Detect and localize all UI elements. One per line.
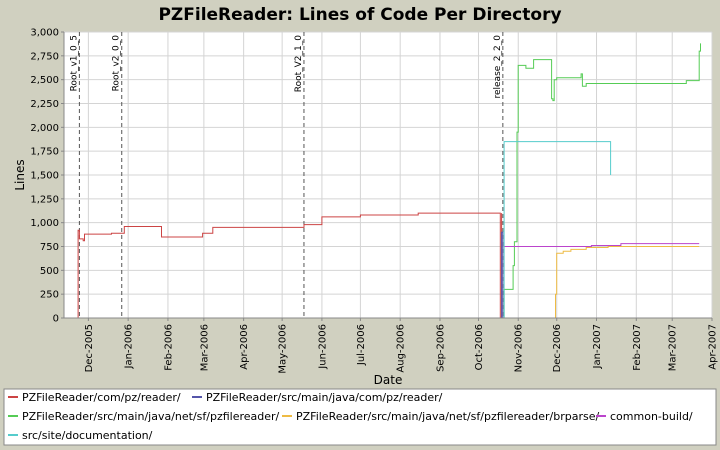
- event-marker-label: Root_v1_0_5: [69, 35, 79, 91]
- legend: PZFileReader/com/pz/reader/PZFileReader/…: [8, 391, 693, 442]
- y-tick-label: 1,000: [30, 218, 59, 229]
- x-tick-label: Aug-2006: [396, 324, 407, 373]
- y-tick-label: 1,250: [30, 194, 59, 205]
- y-tick-label: 2,000: [30, 123, 59, 134]
- y-tick-label: 1,500: [30, 171, 59, 182]
- gridlines: [64, 31, 713, 319]
- x-tick-label: Oct-2006: [474, 324, 485, 370]
- legend-label: PZFileReader/com/pz/reader/: [22, 391, 181, 404]
- x-tick-label: Feb-2006: [163, 324, 174, 371]
- series-line-1: [77, 212, 503, 319]
- legend-label: common-build/: [610, 410, 693, 423]
- y-tick-label: 3,000: [30, 28, 59, 39]
- y-tick-label: 1,750: [30, 147, 59, 158]
- series-line-4: [555, 246, 700, 318]
- x-tick-label: Apr-2007: [708, 324, 719, 370]
- y-tick-label: 250: [40, 290, 59, 301]
- y-tick-label: 2,750: [30, 51, 59, 62]
- y-axis-ticks: 0 250 500 750 1,000 1,250 1,500 1,750 2,000 2,250…: [30, 28, 64, 325]
- x-tick-label: Jul-2006: [356, 324, 367, 366]
- y-axis-label: Lines: [13, 159, 27, 190]
- event-marker-label: Root_v2_0_0: [112, 35, 122, 92]
- event-marker-label: Root_V2_1_0: [294, 35, 304, 92]
- y-tick-label: 0: [53, 314, 59, 325]
- y-tick-label: 2,250: [30, 99, 59, 110]
- series-line-2: [501, 231, 504, 318]
- x-tick-label: May-2006: [278, 324, 289, 374]
- y-tick-label: 750: [40, 242, 59, 253]
- legend-label: PZFileReader/src/main/java/net/sf/pzfile…: [296, 410, 600, 423]
- x-tick-label: Jun-2006: [317, 324, 328, 370]
- series-line-6: [503, 141, 612, 318]
- x-tick-label: Mar-2006: [199, 324, 210, 371]
- x-tick-label: Nov-2006: [514, 324, 525, 372]
- x-tick-label: Jan-2007: [592, 324, 603, 369]
- x-tick-label: Dec-2005: [84, 324, 95, 372]
- series-line-3: [503, 43, 701, 318]
- y-tick-label: 500: [40, 266, 59, 277]
- y-tick-label: 2,500: [30, 75, 59, 86]
- event-marker-label: release_2_2_0: [493, 35, 503, 99]
- x-tick-label: Apr-2006: [239, 324, 250, 370]
- series-lines: [77, 43, 701, 319]
- x-axis-label: Date: [374, 373, 403, 387]
- x-tick-label: Jan-2006: [124, 324, 135, 369]
- x-tick-label: Mar-2007: [668, 324, 679, 371]
- legend-label: PZFileReader/src/main/java/com/pz/reader…: [206, 391, 443, 404]
- chart-title: PZFileReader: Lines of Code Per Director…: [158, 5, 561, 25]
- x-tick-label: Sep-2006: [435, 324, 446, 372]
- x-tick-label: Feb-2007: [632, 324, 643, 371]
- x-tick-label: Dec-2006: [552, 324, 563, 372]
- legend-label: src/site/documentation/: [22, 429, 153, 442]
- series-line-5: [504, 243, 700, 247]
- x-axis-ticks: Dec-2005 Jan-2006 Feb-2006 Mar-2006 Apr-2006…: [84, 318, 719, 374]
- legend-label: PZFileReader/src/main/java/net/sf/pzfile…: [22, 410, 280, 423]
